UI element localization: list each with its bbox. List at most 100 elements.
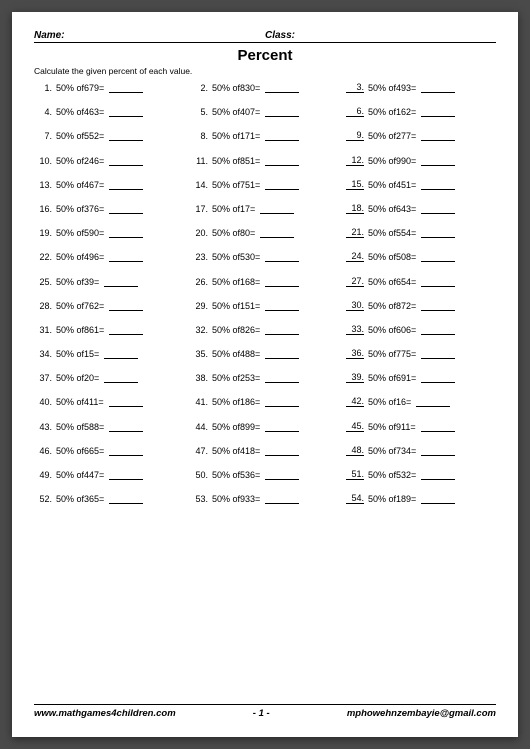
answer-blank[interactable] xyxy=(109,82,143,93)
answer-blank[interactable] xyxy=(104,372,138,383)
answer-blank[interactable] xyxy=(109,324,143,335)
answer-blank[interactable] xyxy=(421,493,455,504)
answer-blank[interactable] xyxy=(421,106,455,117)
problem-number: 14. xyxy=(190,180,208,190)
problem-item: 17.50% of17= xyxy=(190,203,340,214)
problem-number: 49. xyxy=(34,470,52,480)
problem-number: 43. xyxy=(34,422,52,432)
problem-text: 50% of407= xyxy=(212,107,260,117)
problem-item: 11.50% of851= xyxy=(190,155,340,166)
answer-blank[interactable] xyxy=(265,155,299,166)
problem-text: 50% of654= xyxy=(368,277,416,287)
problem-number: 54. xyxy=(346,493,364,504)
answer-blank[interactable] xyxy=(421,421,455,432)
problem-item: 13.50% of467= xyxy=(34,179,184,190)
answer-blank[interactable] xyxy=(265,82,299,93)
answer-blank[interactable] xyxy=(421,348,455,359)
problem-text: 50% of151= xyxy=(212,301,260,311)
problem-number: 22. xyxy=(34,252,52,262)
answer-blank[interactable] xyxy=(109,469,143,480)
problem-text: 50% of679= xyxy=(56,83,104,93)
answer-blank[interactable] xyxy=(109,300,143,311)
answer-blank[interactable] xyxy=(265,396,299,407)
problem-text: 50% of826= xyxy=(212,325,260,335)
problem-number: 52. xyxy=(34,494,52,504)
answer-blank[interactable] xyxy=(104,276,138,287)
instruction-text: Calculate the given percent of each valu… xyxy=(34,66,496,76)
problem-number: 41. xyxy=(190,397,208,407)
answer-blank[interactable] xyxy=(109,396,143,407)
problem-item: 50.50% of536= xyxy=(190,469,340,480)
problem-number: 16. xyxy=(34,204,52,214)
problem-text: 50% of911= xyxy=(368,422,416,432)
problem-number: 4. xyxy=(34,107,52,117)
problem-number: 44. xyxy=(190,422,208,432)
problem-number: 26. xyxy=(190,277,208,287)
answer-blank[interactable] xyxy=(421,324,455,335)
problem-item: 38.50% of253= xyxy=(190,372,340,383)
answer-blank[interactable] xyxy=(421,372,455,383)
problem-text: 50% of463= xyxy=(56,107,104,117)
footer-right: mphowehnzembayie@gmail.com xyxy=(347,708,496,719)
answer-blank[interactable] xyxy=(265,300,299,311)
problem-number: 17. xyxy=(190,204,208,214)
answer-blank[interactable] xyxy=(109,106,143,117)
answer-blank[interactable] xyxy=(421,469,455,480)
answer-blank[interactable] xyxy=(421,179,455,190)
answer-blank[interactable] xyxy=(109,493,143,504)
answer-blank[interactable] xyxy=(109,130,143,141)
answer-blank[interactable] xyxy=(421,227,455,238)
answer-blank[interactable] xyxy=(421,82,455,93)
answer-blank[interactable] xyxy=(265,179,299,190)
answer-blank[interactable] xyxy=(265,445,299,456)
problem-text: 50% of851= xyxy=(212,156,260,166)
answer-blank[interactable] xyxy=(265,106,299,117)
answer-blank[interactable] xyxy=(109,227,143,238)
answer-blank[interactable] xyxy=(265,348,299,359)
problem-item: 51.50% of532= xyxy=(346,469,496,480)
answer-blank[interactable] xyxy=(109,203,143,214)
problem-number: 6. xyxy=(346,106,364,117)
answer-blank[interactable] xyxy=(421,130,455,141)
problem-text: 50% of365= xyxy=(56,494,104,504)
answer-blank[interactable] xyxy=(421,251,455,262)
answer-blank[interactable] xyxy=(416,396,450,407)
answer-blank[interactable] xyxy=(265,251,299,262)
answer-blank[interactable] xyxy=(421,155,455,166)
answer-blank[interactable] xyxy=(421,203,455,214)
problem-item: 44.50% of899= xyxy=(190,421,340,432)
problem-text: 50% of451= xyxy=(368,180,416,190)
answer-blank[interactable] xyxy=(265,276,299,287)
problem-text: 50% of418= xyxy=(212,446,260,456)
answer-blank[interactable] xyxy=(265,493,299,504)
answer-blank[interactable] xyxy=(265,372,299,383)
problem-item: 45.50% of911= xyxy=(346,421,496,432)
problem-item: 8.50% of171= xyxy=(190,130,340,141)
answer-blank[interactable] xyxy=(265,324,299,335)
answer-blank[interactable] xyxy=(265,130,299,141)
answer-blank[interactable] xyxy=(109,251,143,262)
answer-blank[interactable] xyxy=(109,421,143,432)
answer-blank[interactable] xyxy=(421,445,455,456)
answer-blank[interactable] xyxy=(109,445,143,456)
problem-number: 13. xyxy=(34,180,52,190)
answer-blank[interactable] xyxy=(260,227,294,238)
answer-blank[interactable] xyxy=(265,421,299,432)
problem-item: 47.50% of418= xyxy=(190,445,340,456)
answer-blank[interactable] xyxy=(265,469,299,480)
problem-item: 20.50% of80= xyxy=(190,227,340,238)
problem-item: 1.50% of679= xyxy=(34,82,184,93)
problem-number: 46. xyxy=(34,446,52,456)
problem-text: 50% of933= xyxy=(212,494,260,504)
problem-item: 46.50% of665= xyxy=(34,445,184,456)
answer-blank[interactable] xyxy=(421,300,455,311)
answer-blank[interactable] xyxy=(109,179,143,190)
footer: www.mathgames4children.com - 1 - mphoweh… xyxy=(34,704,496,719)
answer-blank[interactable] xyxy=(421,276,455,287)
answer-blank[interactable] xyxy=(109,155,143,166)
answer-blank[interactable] xyxy=(104,348,138,359)
problem-item: 6.50% of162= xyxy=(346,106,496,117)
problem-item: 3.50% of493= xyxy=(346,82,496,93)
problem-item: 27.50% of654= xyxy=(346,276,496,287)
answer-blank[interactable] xyxy=(260,203,294,214)
